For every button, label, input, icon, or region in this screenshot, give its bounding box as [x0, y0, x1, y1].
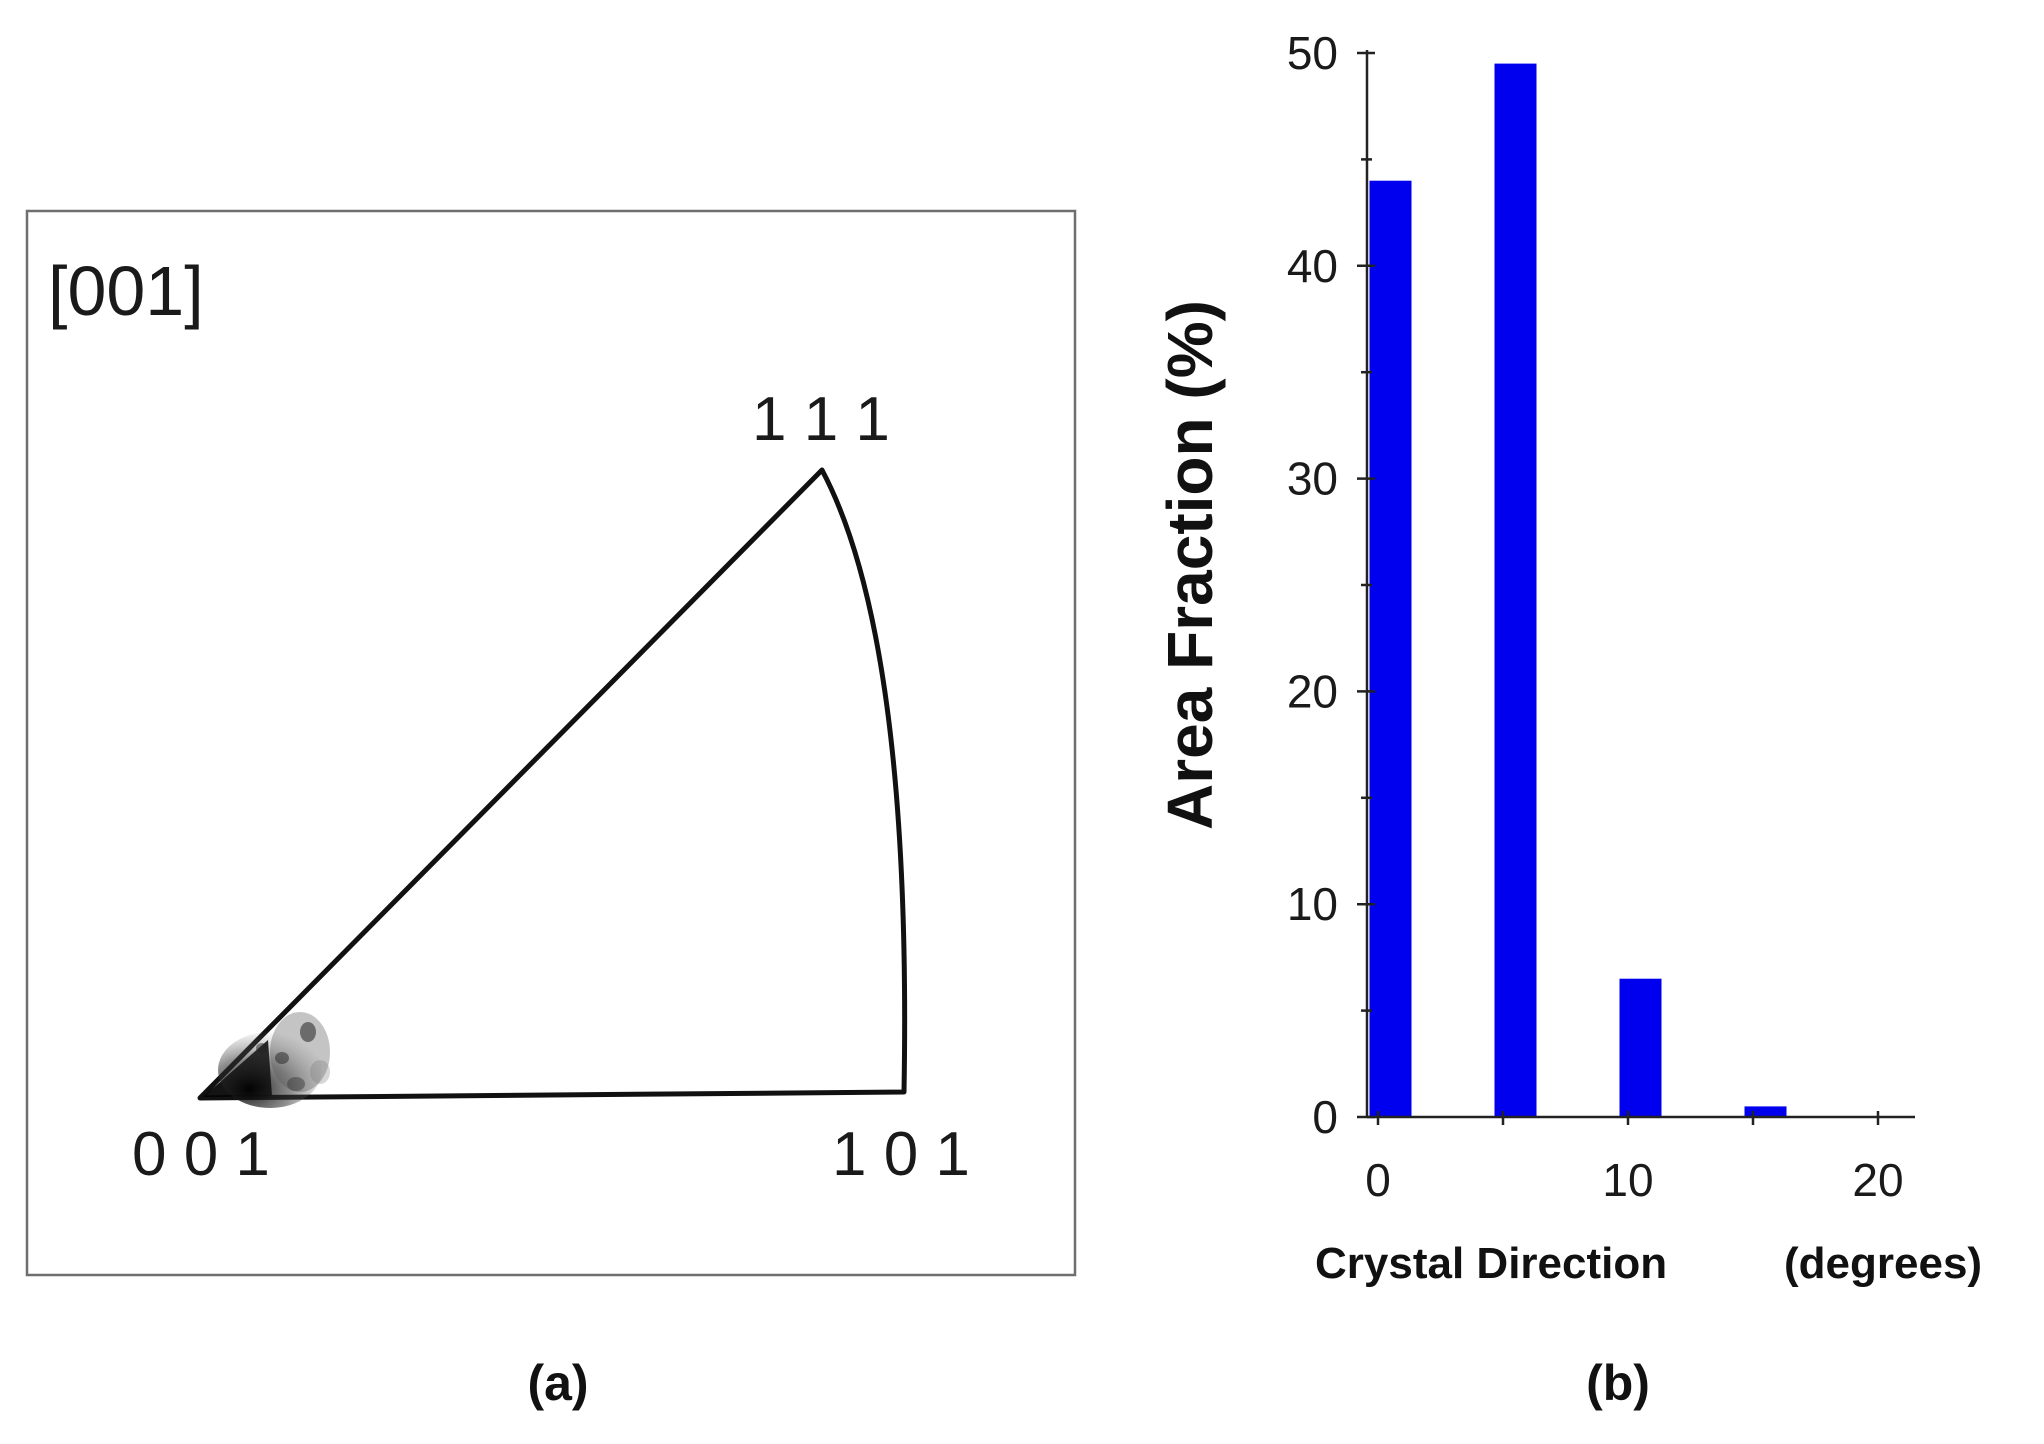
x-tick-labels-group: 0 10 20	[1365, 1154, 1903, 1206]
y-tick-labels-group: 0 10 20 30 40 50	[1287, 27, 1338, 1143]
x-ticks-group	[1376, 1111, 1880, 1125]
x-tick-label-0: 0	[1365, 1154, 1391, 1206]
area-fraction-bar-chart: 0 10 20 30 40 50 0 10 20 Area Fraction (%) Crys…	[1154, 27, 1982, 1411]
bars-group	[1369, 63, 1787, 1118]
pole-001-label: 0 0 1	[132, 1120, 270, 1189]
x-axis-unit-label: (degrees)	[1784, 1239, 1982, 1288]
bar-0	[1369, 180, 1412, 1117]
panel-a-frame	[25, 209, 1077, 1277]
panel-b-caption: (b)	[1586, 1355, 1650, 1411]
y-tick-label-40: 40	[1287, 240, 1338, 292]
inverse-pole-figure-panel: [001] 0 0 1 1 0 1 1 1 1 (a)	[25, 209, 1077, 1411]
orientation-data-cluster	[203, 1012, 330, 1108]
y-ticks-group	[1357, 51, 1375, 1119]
pole-figure-direction-label: [001]	[48, 252, 204, 330]
x-axis-label: Crystal Direction	[1315, 1239, 1667, 1288]
y-tick-label-30: 30	[1287, 453, 1338, 505]
bar-1	[1494, 63, 1537, 1118]
pole-101-label: 1 0 1	[832, 1120, 970, 1189]
bar-2	[1619, 978, 1662, 1117]
stereographic-triangle	[197, 467, 908, 1101]
y-axis-label: Area Fraction (%)	[1154, 300, 1226, 830]
bar-3	[1744, 1106, 1787, 1117]
y-tick-label-0: 0	[1312, 1091, 1338, 1143]
x-tick-label-10: 10	[1602, 1154, 1653, 1206]
panel-a-caption: (a)	[527, 1355, 588, 1411]
y-tick-label-10: 10	[1287, 878, 1338, 930]
pole-111-label: 1 1 1	[752, 385, 890, 454]
y-tick-label-20: 20	[1287, 665, 1338, 717]
x-tick-label-20: 20	[1852, 1154, 1903, 1206]
y-tick-label-50: 50	[1287, 27, 1338, 79]
